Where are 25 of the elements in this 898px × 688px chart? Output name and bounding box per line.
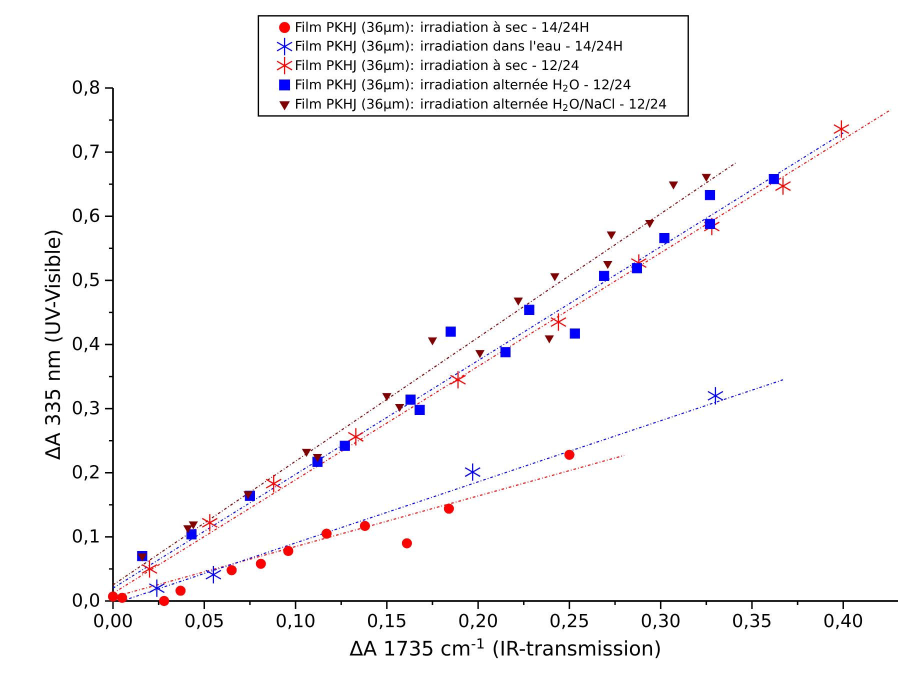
y-tick-label: 0,2: [72, 465, 98, 480]
y-tick-label: 0,4: [72, 336, 100, 352]
legend-label: Film PKHJ (36μm): irradiation dans l'eau - 14/24H: [296, 40, 622, 54]
x-tick-label: 0,15: [368, 614, 406, 630]
legend-label: Film PKHJ (36μm): irradiation alternée H$_{2}$O/NaCl - 12/24: [296, 98, 666, 112]
y-tick-label: 0,0: [72, 593, 100, 609]
y-tick-label: 0,5: [72, 272, 99, 288]
x-tick-label: 0,35: [733, 614, 770, 630]
x-tick-label: 0,40: [824, 614, 862, 630]
y-tick-label: 0,7: [72, 144, 99, 160]
y-tick-label: 0,3: [72, 400, 99, 416]
legend-label: Film PKHJ (36μm): irradiation alternée H$_{2}$O - 12/24: [296, 78, 630, 92]
legend-label: Film PKHJ (36μm): irradiation à sec - 14/24H: [296, 21, 588, 35]
y-tick-label: 0,6: [72, 208, 100, 224]
x-tick-label: 0,05: [185, 614, 223, 630]
legend-label: Film PKHJ (36μm): irradiation à sec - 12/24: [296, 59, 579, 73]
y-axis-title: ΔA 335 nm (UV-Visible): [44, 230, 63, 460]
x-axis-title: ΔA 1735 cm$^{-1}$ (IR-transmission): [350, 638, 660, 658]
x-tick-label: 0,20: [459, 614, 497, 630]
x-tick-label: 0,30: [642, 614, 680, 630]
y-tick-label: 0,1: [72, 529, 99, 545]
x-tick-label: 0,25: [550, 614, 588, 630]
y-tick-label: 0,8: [72, 80, 100, 96]
x-tick-label: 0,10: [276, 614, 314, 630]
x-tick-label: 0,00: [94, 614, 132, 630]
